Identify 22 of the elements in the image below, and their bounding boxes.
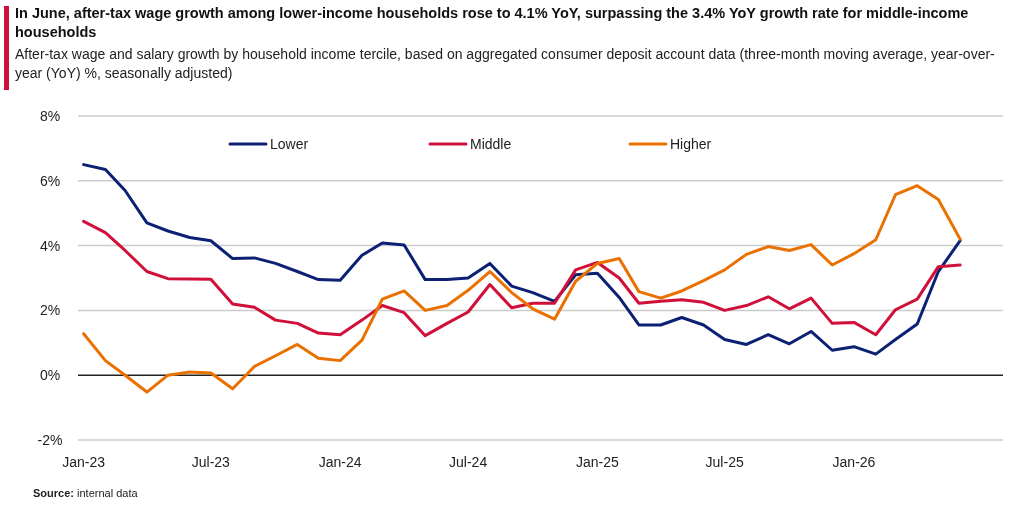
y-tick-label: 8% [39,108,61,124]
legend-label: Middle [470,136,512,152]
y-tick-label: 6% [39,172,61,189]
line-series [82,184,962,394]
y-tick-label: 4% [39,237,61,254]
x-tick-label: Jan-26 [832,454,876,470]
x-tick-label: Jul-25 [705,454,744,470]
x-tick-label: Jan-24 [318,454,362,470]
y-tick-label: 0% [39,367,61,384]
legend-label: Lower [270,136,309,152]
line-series [82,163,962,356]
legend-label: Higher [670,136,712,152]
line-series [82,219,962,338]
x-tick-label: Jan-23 [62,454,106,470]
chart-title: In June, after-tax wage growth among lower-income households rose to 4.1% YoY, surpassing the 3.4% YoY growth rate for middle-income households [15,4,970,42]
y-tick-label: -2% [37,432,63,448]
source-note: Source: internal data [33,487,139,499]
y-tick-label: 2% [39,302,61,319]
x-tick-label: Jul-24 [449,454,488,470]
x-tick-label: Jan-25 [576,454,620,470]
chart-subtitle: After-tax wage and salary growth by household income tercile, based on aggregated consumer deposit account data (three-month moving average, year-over-year (YoY) %, seasonally adjusted) [15,45,996,83]
x-tick-label: Jul-23 [191,454,231,470]
